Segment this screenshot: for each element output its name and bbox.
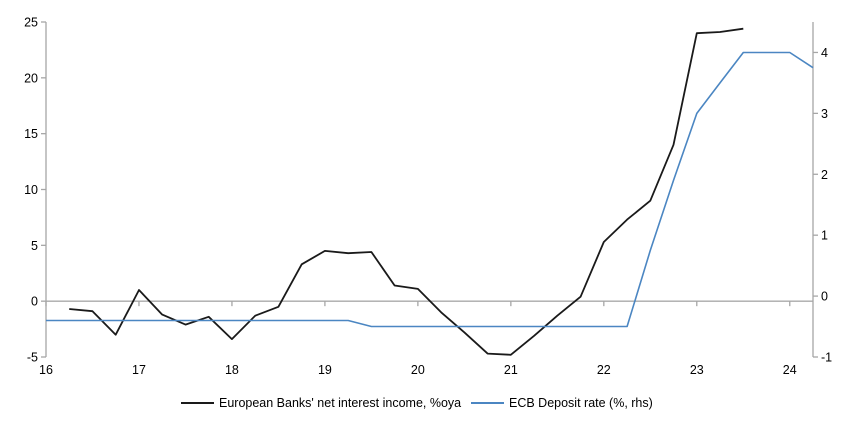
legend-item-net-interest-income: European Banks' net interest income, %oy… (181, 396, 461, 410)
x-axis-tick-label: 22 (597, 363, 611, 377)
x-axis-tick-label: 19 (318, 363, 332, 377)
net-interest-income-legend-label: European Banks' net interest income, %oy… (219, 396, 462, 410)
left-axis-tick-label: 25 (24, 16, 38, 30)
net-interest-income-line-swatch (181, 402, 214, 404)
x-axis-tick-label: 18 (225, 363, 239, 377)
x-axis-tick-label: 21 (504, 363, 518, 377)
right-axis-tick-label: 4 (821, 46, 828, 60)
right-axis-tick-label: -1 (821, 351, 832, 365)
right-axis-tick-label: 1 (821, 229, 828, 243)
left-axis-tick-label: 15 (24, 127, 38, 141)
right-axis-tick-label: 0 (821, 290, 828, 304)
x-axis-tick-label: 20 (411, 363, 425, 377)
left-axis-tick-label: 5 (31, 239, 38, 253)
series-line-0 (69, 27, 744, 356)
left-axis-tick-label: -5 (27, 351, 38, 365)
left-axis-tick-label: 0 (31, 295, 38, 309)
x-axis-tick-label: 17 (132, 363, 146, 377)
x-axis-tick-label: 23 (690, 363, 704, 377)
x-axis-tick-label: 24 (783, 363, 797, 377)
series-line-1 (46, 51, 814, 328)
right-axis-tick-label: 2 (821, 168, 828, 182)
x-axis-tick-label: 16 (39, 363, 53, 377)
legend-item-ecb-deposit-rate: ECB Deposit rate (%, rhs) (471, 396, 653, 410)
right-axis-tick-label: 3 (821, 107, 828, 121)
left-axis-tick-label: 10 (24, 183, 38, 197)
ecb-deposit-rate-legend-label: ECB Deposit rate (%, rhs) (509, 396, 653, 410)
ecb-deposit-rate-line-swatch (471, 402, 504, 404)
left-axis-tick-label: 20 (24, 71, 38, 85)
